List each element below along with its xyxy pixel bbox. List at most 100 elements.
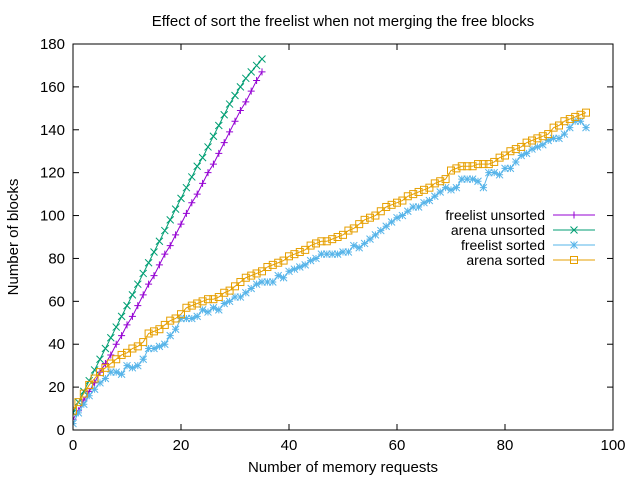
legend-marker: [570, 226, 578, 234]
data-point: [366, 213, 374, 222]
data-point: [263, 278, 272, 286]
data-point: [414, 203, 423, 211]
data-point: [161, 250, 169, 258]
data-point: [145, 280, 153, 288]
data-point: [172, 231, 180, 239]
legend-entry: arena unsorted: [451, 222, 595, 238]
data-point: [474, 160, 482, 169]
data-point: [306, 241, 315, 250]
data-point: [312, 254, 320, 263]
series-line: [73, 112, 587, 411]
data-point: [177, 314, 185, 323]
data-point: [344, 248, 353, 256]
data-point: [322, 237, 331, 246]
data-point: [457, 175, 466, 183]
data-point: [209, 160, 217, 168]
series-line: [73, 58, 263, 414]
data-point: [74, 408, 83, 417]
x-tick-label: 100: [600, 437, 625, 454]
chart-title: Effect of sort the freelist when not mer…: [152, 13, 534, 30]
data-point: [490, 157, 499, 166]
data-point: [387, 218, 396, 226]
data-point: [409, 203, 418, 211]
data-point: [447, 166, 455, 175]
data-point: [333, 233, 342, 241]
x-tick-label: 80: [497, 437, 514, 454]
data-point: [123, 361, 131, 370]
data-point: [187, 301, 196, 310]
data-point: [306, 256, 315, 265]
data-point: [231, 117, 239, 125]
data-point: [193, 299, 202, 308]
data-point: [344, 226, 353, 235]
data-point: [193, 162, 202, 171]
data-point: [285, 252, 293, 261]
data-point: [490, 168, 499, 177]
data-point: [225, 286, 234, 295]
data-point: [241, 74, 250, 83]
data-point: [484, 160, 493, 169]
x-tick-label: 40: [281, 437, 298, 454]
data-point: [517, 142, 526, 151]
data-point: [182, 209, 190, 217]
data-point: [436, 177, 445, 186]
data-point: [452, 164, 461, 173]
data-point: [522, 149, 531, 158]
data-point: [112, 355, 121, 364]
data-point: [360, 215, 369, 224]
data-point: [96, 378, 104, 387]
data-point: [79, 389, 88, 398]
data-point: [182, 183, 191, 192]
data-point: [73, 408, 77, 417]
y-tick-label: 120: [40, 165, 65, 182]
data-point: [214, 306, 223, 314]
data-point: [328, 250, 337, 259]
data-point: [414, 187, 423, 196]
data-point: [253, 76, 261, 84]
data-point: [560, 130, 569, 138]
legend-label: arena sorted: [466, 252, 545, 268]
data-point: [160, 226, 169, 235]
plot-series-layer: [73, 55, 590, 428]
data-point: [279, 256, 288, 265]
data-point: [236, 293, 245, 301]
data-point: [355, 243, 364, 252]
data-point: [468, 162, 477, 171]
legend-marker: [570, 211, 578, 219]
data-point: [393, 198, 401, 207]
y-tick-label: 160: [40, 79, 65, 96]
data-point: [371, 231, 380, 239]
legend-marker: [570, 256, 578, 264]
data-point: [409, 190, 418, 199]
data-point: [538, 140, 547, 149]
data-point: [123, 321, 131, 329]
data-point: [220, 299, 229, 308]
data-point: [242, 98, 250, 106]
y-tick-label: 180: [40, 36, 65, 53]
data-point: [333, 250, 342, 259]
data-point: [274, 271, 283, 280]
data-point: [144, 344, 153, 353]
data-point: [247, 284, 256, 293]
data-point: [571, 117, 580, 126]
data-point: [166, 215, 175, 224]
data-point: [565, 115, 574, 124]
data-point: [252, 280, 261, 289]
data-point: [463, 162, 472, 171]
data-point: [560, 117, 569, 126]
data-point: [101, 363, 110, 372]
data-point: [376, 226, 385, 235]
y-tick-label: 40: [48, 336, 65, 353]
data-point: [549, 123, 558, 132]
data-point: [425, 196, 434, 205]
data-point: [495, 170, 504, 179]
data-point: [452, 183, 461, 192]
data-point: [582, 123, 590, 132]
data-point: [204, 169, 212, 177]
data-point: [199, 179, 207, 187]
data-point: [171, 314, 180, 323]
data-point: [522, 138, 531, 147]
data-point: [112, 323, 121, 331]
data-point: [241, 273, 250, 282]
